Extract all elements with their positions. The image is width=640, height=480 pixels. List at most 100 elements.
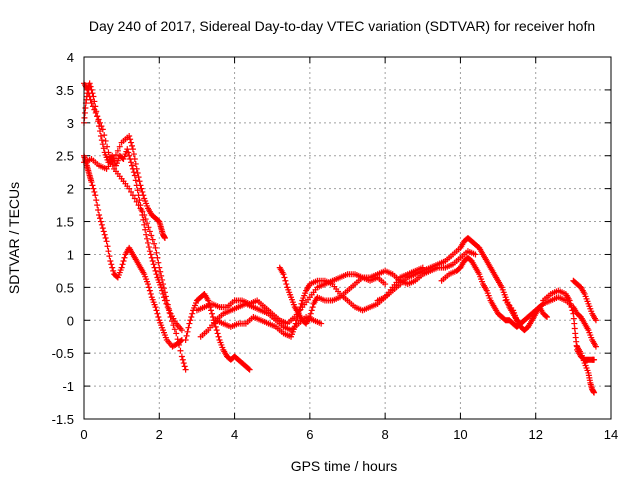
data-point bbox=[178, 353, 185, 360]
data-point bbox=[102, 137, 109, 144]
data-point bbox=[187, 317, 194, 324]
data-point bbox=[153, 271, 160, 278]
data-point bbox=[104, 143, 111, 150]
data-point bbox=[189, 310, 196, 317]
x-tick-label: 2 bbox=[156, 427, 163, 442]
data-point bbox=[99, 141, 106, 148]
data-point bbox=[309, 304, 316, 311]
data-point bbox=[103, 238, 110, 245]
data-point bbox=[149, 236, 156, 243]
data-point bbox=[114, 147, 121, 154]
data-point bbox=[125, 149, 132, 156]
data-point bbox=[102, 235, 109, 241]
data-point bbox=[110, 267, 117, 274]
data-point bbox=[297, 304, 304, 311]
data-point bbox=[182, 337, 189, 344]
data-point bbox=[283, 281, 290, 288]
data-point bbox=[159, 287, 166, 294]
data-point bbox=[154, 254, 161, 261]
data-point bbox=[280, 271, 287, 278]
data-point bbox=[141, 221, 148, 228]
data-point bbox=[178, 327, 185, 334]
data-point bbox=[246, 366, 253, 373]
data-point bbox=[136, 178, 143, 185]
data-point bbox=[121, 254, 128, 261]
data-point bbox=[95, 118, 102, 125]
y-tick-label: 0 bbox=[67, 313, 74, 328]
data-point bbox=[130, 151, 137, 158]
data-point bbox=[91, 98, 98, 105]
data-point bbox=[292, 320, 299, 327]
data-point bbox=[144, 235, 151, 242]
data-point bbox=[127, 136, 134, 143]
data-point bbox=[152, 304, 159, 311]
data-point bbox=[183, 332, 190, 339]
data-point bbox=[154, 310, 161, 317]
data-point bbox=[291, 323, 298, 330]
data-point bbox=[134, 187, 141, 194]
data-point bbox=[93, 108, 100, 115]
data-point bbox=[173, 330, 180, 337]
data-point bbox=[152, 244, 159, 251]
data-point bbox=[591, 389, 598, 396]
data-point bbox=[179, 356, 186, 363]
data-point bbox=[97, 132, 104, 139]
data-point bbox=[145, 284, 152, 291]
data-point bbox=[146, 228, 153, 235]
data-point bbox=[592, 343, 599, 350]
x-axis-label: GPS time / hours bbox=[291, 458, 398, 474]
data-point bbox=[99, 225, 106, 232]
data-point bbox=[130, 169, 137, 176]
y-tick-label: 3 bbox=[67, 116, 74, 131]
x-tick-label: 0 bbox=[80, 427, 87, 442]
data-point bbox=[92, 103, 99, 110]
data-point bbox=[382, 281, 389, 288]
series-arc-10 bbox=[374, 235, 524, 327]
data-point bbox=[152, 267, 159, 274]
data-point bbox=[153, 249, 160, 256]
data-point bbox=[307, 310, 314, 317]
y-tick-label: -1.5 bbox=[52, 412, 74, 427]
series-arc-14 bbox=[570, 277, 599, 324]
data-point bbox=[90, 93, 97, 100]
data-point bbox=[148, 232, 155, 239]
data-point bbox=[150, 261, 157, 268]
data-point bbox=[105, 248, 112, 255]
data-point bbox=[128, 162, 135, 169]
data-point bbox=[281, 274, 288, 281]
data-point bbox=[109, 264, 116, 271]
data-point bbox=[139, 211, 146, 218]
data-point bbox=[116, 143, 123, 150]
data-points bbox=[81, 80, 599, 396]
y-axis-label: SDTVAR / TECUs bbox=[6, 182, 22, 294]
data-point bbox=[100, 145, 107, 152]
data-point bbox=[544, 313, 551, 320]
data-point bbox=[89, 90, 96, 97]
data-point bbox=[151, 264, 158, 271]
y-tick-label: 2.5 bbox=[56, 149, 74, 164]
data-point bbox=[592, 317, 599, 324]
data-point bbox=[120, 258, 127, 265]
data-point bbox=[163, 300, 170, 307]
data-point bbox=[147, 290, 154, 297]
y-tick-label: 4 bbox=[67, 50, 74, 65]
data-point bbox=[87, 83, 94, 90]
data-point bbox=[567, 300, 574, 307]
data-point bbox=[95, 207, 102, 214]
data-point bbox=[107, 258, 114, 265]
data-point bbox=[186, 320, 193, 327]
data-point bbox=[160, 281, 167, 288]
series-arc-4 bbox=[81, 132, 168, 241]
data-point bbox=[188, 313, 195, 320]
data-point bbox=[472, 251, 479, 258]
data-point bbox=[131, 195, 138, 202]
data-point bbox=[132, 160, 139, 167]
data-point bbox=[151, 240, 158, 247]
data-point bbox=[137, 202, 144, 209]
data-point bbox=[112, 151, 119, 158]
data-point bbox=[94, 113, 101, 120]
data-point bbox=[155, 259, 162, 266]
data-point bbox=[89, 182, 96, 189]
data-point bbox=[139, 188, 146, 195]
